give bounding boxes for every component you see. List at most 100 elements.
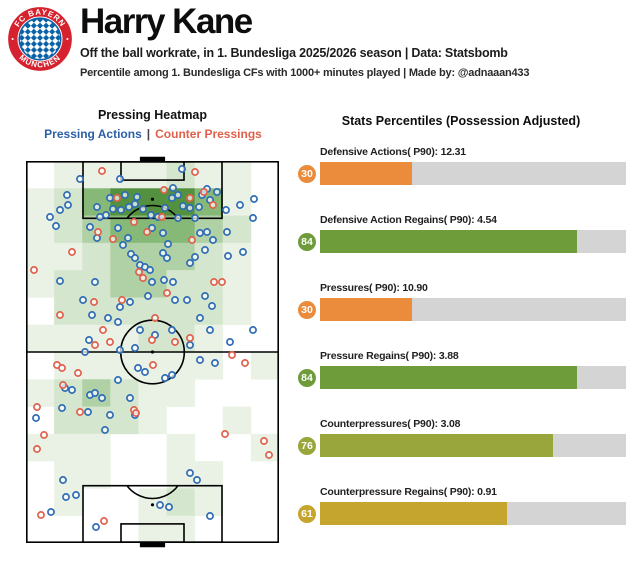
counter-pressing-point: [94, 228, 102, 236]
counter-pressing-point: [99, 326, 107, 334]
heatmap-cell: [54, 242, 83, 271]
pressing-action-point: [141, 368, 149, 376]
percentile-fill: [320, 162, 412, 185]
percentile-badge: 84: [296, 366, 318, 389]
counter-pressing-point: [139, 274, 147, 282]
pressing-action-point: [79, 296, 87, 304]
pressing-action-point: [186, 469, 194, 477]
pressing-action-point: [165, 503, 173, 511]
stat-bar-group: Defensive Action Regains( P90): 4.54 84: [296, 214, 626, 253]
counter-pressing-point: [221, 430, 229, 438]
pressing-action-point: [114, 376, 122, 384]
heatmap-cell: [54, 215, 83, 244]
pressing-action-point: [208, 302, 216, 310]
pressing-action-point: [160, 276, 168, 284]
pressing-action-point: [191, 214, 199, 222]
pressing-action-point: [222, 206, 230, 214]
counter-pressing-point: [40, 431, 48, 439]
page-title: Harry Kane: [80, 2, 253, 41]
stat-bar-label: Defensive Action Regains( P90): 4.54: [320, 214, 497, 226]
percentile-badge: 84: [296, 230, 318, 253]
heatmap-cell: [110, 270, 139, 298]
stat-bar-group: Defensive Actions( P90): 12.31 30: [296, 146, 626, 185]
pressing-action-point: [186, 259, 194, 267]
center-spot: [150, 350, 155, 354]
pressing-action-point: [56, 277, 64, 285]
counter-pressing-point: [171, 338, 179, 346]
percentile-bars: Defensive Actions( P90): 12.31 30 Defens…: [296, 146, 626, 554]
pressing-action-point: [171, 296, 179, 304]
six-yard-box-bottom: [120, 523, 185, 543]
counter-pressing-point: [113, 194, 121, 202]
heatmap-cell: [194, 488, 224, 517]
pressing-action-point: [96, 213, 104, 221]
counter-pressing-point: [148, 336, 156, 344]
heatmap-cell: [166, 379, 195, 407]
pressing-action-point: [86, 223, 94, 231]
pressing-action-point: [201, 292, 209, 300]
stat-bar-group: Pressures( P90): 10.90 30: [296, 282, 626, 321]
pressing-action-point: [126, 394, 134, 402]
pressing-action-point: [116, 346, 124, 354]
pressing-action-point: [223, 228, 231, 236]
stats-title: Stats Percentiles (Possession Adjusted): [341, 114, 581, 128]
counter-pressing-point: [56, 311, 64, 319]
pressing-action-point: [47, 508, 55, 516]
pressing-action-point: [201, 246, 209, 254]
heatmap-cell: [138, 515, 167, 544]
counter-pressing-point: [241, 359, 249, 367]
pressing-action-point: [116, 303, 124, 311]
pressing-action-point: [106, 411, 114, 419]
counter-pressing-point: [163, 289, 171, 297]
pressing-action-point: [93, 234, 101, 242]
counter-pressing-point: [132, 409, 140, 417]
percentile-fill: [320, 230, 578, 253]
pressing-action-point: [249, 214, 257, 222]
pressing-action-point: [131, 200, 139, 208]
pressing-action-point: [169, 184, 177, 192]
pressing-action-point: [136, 326, 144, 334]
percentile-badge: 30: [296, 298, 318, 321]
counter-pressing-point: [37, 511, 45, 519]
heatmap-cell: [26, 242, 55, 271]
pressing-action-point: [121, 191, 129, 199]
pressing-action-point: [116, 175, 124, 183]
heatmap-cell: [222, 161, 252, 189]
pressing-action-point: [169, 278, 177, 286]
percentile-badge: 76: [296, 434, 318, 457]
pressing-action-point: [148, 224, 156, 232]
pressing-action-point: [186, 341, 194, 349]
pressing-action-point: [62, 493, 70, 501]
heatmap-cell: [138, 406, 167, 435]
pressing-action-point: [91, 278, 99, 286]
heatmap-cell: [26, 324, 55, 353]
pressing-action-point: [250, 195, 258, 203]
pressing-action-point: [91, 389, 99, 397]
pressing-action-point: [206, 326, 214, 334]
pressing-action-point: [163, 254, 171, 262]
pressing-action-point: [109, 205, 117, 213]
pressing-action-point: [236, 201, 244, 209]
percentile-track: [320, 230, 626, 253]
heatmap-cell: [250, 352, 280, 380]
heatmap-cell: [26, 379, 55, 407]
heatmap-cell: [166, 297, 195, 326]
pressing-action-point: [146, 266, 154, 274]
counter-pressing-point: [265, 451, 273, 459]
heatmap-cell: [194, 270, 224, 298]
pressing-action-point: [64, 201, 72, 209]
counter-pressing-point: [76, 408, 84, 416]
heatmap-cell: [82, 242, 111, 271]
counter-pressing-point: [74, 369, 82, 377]
penalty-spot-bottom: [150, 503, 155, 507]
counter-pressing-point: [118, 296, 126, 304]
counter-pressing-point: [151, 314, 159, 322]
heatmap-cell: [194, 161, 224, 189]
penalty-spot-top: [150, 197, 155, 201]
pressing-action-point: [46, 213, 54, 221]
pressing-action-point: [179, 202, 187, 210]
heatmap-cell: [82, 161, 111, 189]
pressing-action-point: [101, 426, 109, 434]
heatmap-cell: [194, 461, 224, 489]
counter-pressing-point: [149, 361, 157, 369]
